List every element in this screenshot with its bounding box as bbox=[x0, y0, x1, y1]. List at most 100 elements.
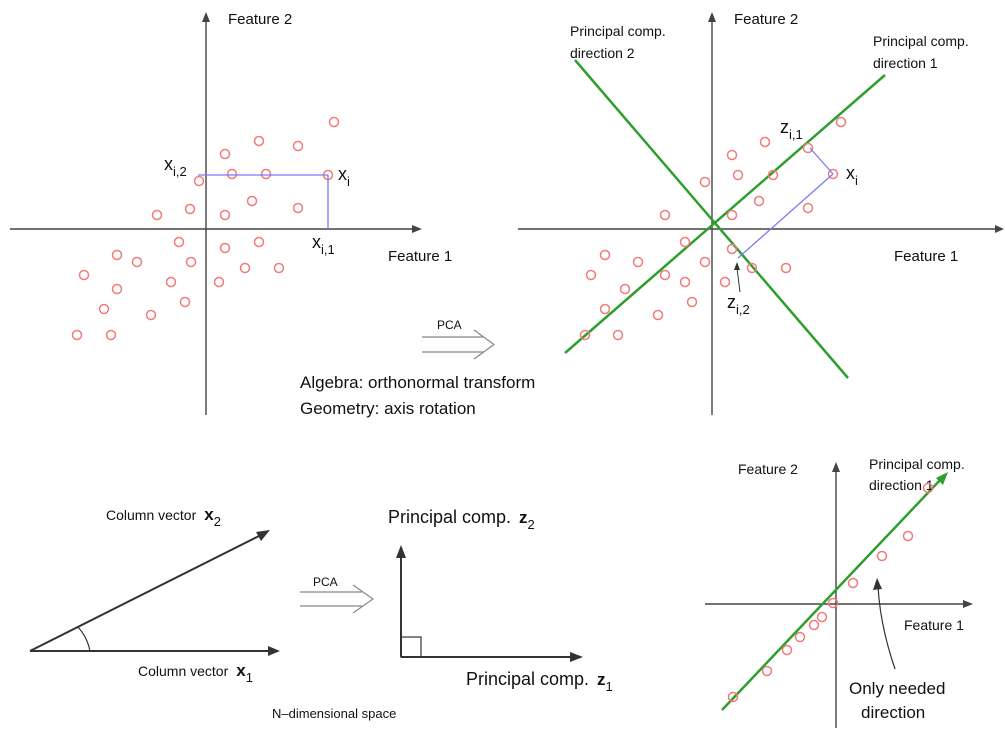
data-point-marker bbox=[253, 135, 265, 147]
data-point-marker bbox=[292, 140, 304, 152]
right-angle-marker bbox=[400, 636, 422, 658]
data-points bbox=[579, 116, 847, 341]
y-axis-arrow-icon bbox=[708, 12, 716, 22]
data-point-marker bbox=[98, 303, 110, 315]
x-axis-arrow-icon bbox=[412, 225, 422, 233]
column-vector-x2-line bbox=[29, 532, 266, 652]
xi-label: xi bbox=[846, 163, 858, 188]
data-point-marker bbox=[131, 256, 143, 268]
principal-comp-z1-label: Principal comp. z1 bbox=[466, 669, 613, 694]
y-axis-arrow-icon bbox=[202, 12, 210, 22]
principal-direction-1-line bbox=[721, 477, 943, 711]
data-point-marker bbox=[219, 148, 231, 160]
data-point-marker bbox=[746, 262, 758, 274]
x-axis-arrow-icon bbox=[963, 600, 973, 608]
data-point-marker bbox=[727, 691, 739, 703]
data-point-marker bbox=[328, 116, 340, 128]
zi2-pointer bbox=[736, 267, 741, 293]
data-point-marker bbox=[184, 203, 196, 215]
data-point-marker bbox=[699, 176, 711, 188]
data-point-marker bbox=[759, 136, 771, 148]
pc1-direction-label: Principal comp. direction 1 bbox=[873, 33, 969, 71]
panel-column-vectors: Column vector x2 Column vector x1 N–dimens… bbox=[29, 505, 396, 721]
data-point-marker bbox=[226, 168, 238, 180]
data-point-marker bbox=[151, 209, 163, 221]
note-pointer bbox=[877, 585, 896, 670]
principal-comp-z2-label: Principal comp. z2 bbox=[388, 507, 535, 532]
data-point-marker bbox=[612, 329, 624, 341]
data-point-marker bbox=[599, 249, 611, 261]
data-point-marker bbox=[686, 296, 698, 308]
pca-arrow-label: PCA bbox=[437, 318, 462, 332]
principal-comp-z1-arrow-icon bbox=[570, 652, 583, 662]
projection-to-pc1 bbox=[809, 147, 834, 175]
data-point-marker bbox=[253, 236, 265, 248]
pca-double-arrow-icon bbox=[300, 584, 375, 614]
data-point-marker bbox=[827, 168, 839, 180]
data-point-marker bbox=[816, 611, 828, 623]
data-point-marker bbox=[719, 276, 731, 288]
data-point-marker bbox=[193, 175, 205, 187]
data-point-marker bbox=[105, 329, 117, 341]
pc2-direction-label: Principal comp. direction 2 bbox=[570, 23, 666, 61]
data-point-marker bbox=[78, 269, 90, 281]
data-point-marker bbox=[876, 550, 888, 562]
data-point-marker bbox=[632, 256, 644, 268]
data-point-marker bbox=[794, 631, 806, 643]
data-point-marker bbox=[579, 329, 591, 341]
data-point-marker bbox=[111, 249, 123, 261]
data-point-marker bbox=[599, 303, 611, 315]
column-vector-x2-arrow-icon bbox=[256, 530, 270, 541]
xi2-label: xi,2 bbox=[164, 154, 187, 179]
zi2-label: zi,2 bbox=[727, 292, 750, 317]
data-point-marker bbox=[802, 142, 814, 154]
pc1-direction-label: Principal comp. direction 1 bbox=[869, 456, 965, 493]
data-point-marker bbox=[292, 202, 304, 214]
data-point-marker bbox=[165, 276, 177, 288]
data-point-marker bbox=[679, 276, 691, 288]
xi1-label: xi,1 bbox=[312, 232, 335, 257]
projection-to-pc2 bbox=[737, 173, 834, 259]
data-point-marker bbox=[780, 262, 792, 274]
y-axis-arrow-icon bbox=[832, 462, 840, 472]
data-point-marker bbox=[71, 329, 83, 341]
principal-direction-1-arrow-icon bbox=[936, 472, 948, 485]
column-vector-x1-label: Column vector x1 bbox=[138, 661, 253, 685]
data-point-marker bbox=[213, 276, 225, 288]
y-axis-label: Feature 2 bbox=[228, 11, 292, 28]
data-point-marker bbox=[827, 597, 839, 609]
data-point-marker bbox=[726, 209, 738, 221]
data-point-marker bbox=[726, 149, 738, 161]
data-point-marker bbox=[185, 256, 197, 268]
data-point-marker bbox=[219, 242, 231, 254]
data-point-marker bbox=[761, 665, 773, 677]
data-point-marker bbox=[767, 169, 779, 181]
x-axis-label: Feature 1 bbox=[388, 248, 452, 265]
pca-transform-top: PCA Algebra: orthonormal transform Geome… bbox=[300, 318, 535, 418]
data-point-marker bbox=[679, 236, 691, 248]
data-point-marker bbox=[659, 209, 671, 221]
pca-arrow-label: PCA bbox=[313, 575, 338, 589]
panel-reduced-dimension: Feature 2 Feature 1 Principal comp. direc… bbox=[705, 456, 973, 728]
zi2-pointer-arrow-icon bbox=[734, 262, 740, 270]
data-point-marker bbox=[732, 169, 744, 181]
data-point-marker bbox=[835, 116, 847, 128]
data-point-marker bbox=[847, 577, 859, 589]
n-dimensional-space-label: N–dimensional space bbox=[272, 706, 396, 721]
column-vector-x1-arrow-icon bbox=[268, 646, 280, 656]
data-point-marker bbox=[922, 482, 934, 494]
x-axis-label: Feature 1 bbox=[894, 248, 958, 265]
data-point-marker bbox=[260, 168, 272, 180]
data-point-marker bbox=[111, 283, 123, 295]
data-points bbox=[727, 482, 934, 703]
data-point-marker bbox=[808, 619, 820, 631]
data-point-marker bbox=[619, 283, 631, 295]
data-point-marker bbox=[753, 195, 765, 207]
data-point-marker bbox=[802, 202, 814, 214]
panel-orthogonal-components: PCA Principal comp. z2 Principal comp. z1 bbox=[300, 507, 613, 694]
data-point-marker bbox=[145, 309, 157, 321]
data-point-marker bbox=[173, 236, 185, 248]
data-point-marker bbox=[246, 195, 258, 207]
data-point-marker bbox=[659, 269, 671, 281]
